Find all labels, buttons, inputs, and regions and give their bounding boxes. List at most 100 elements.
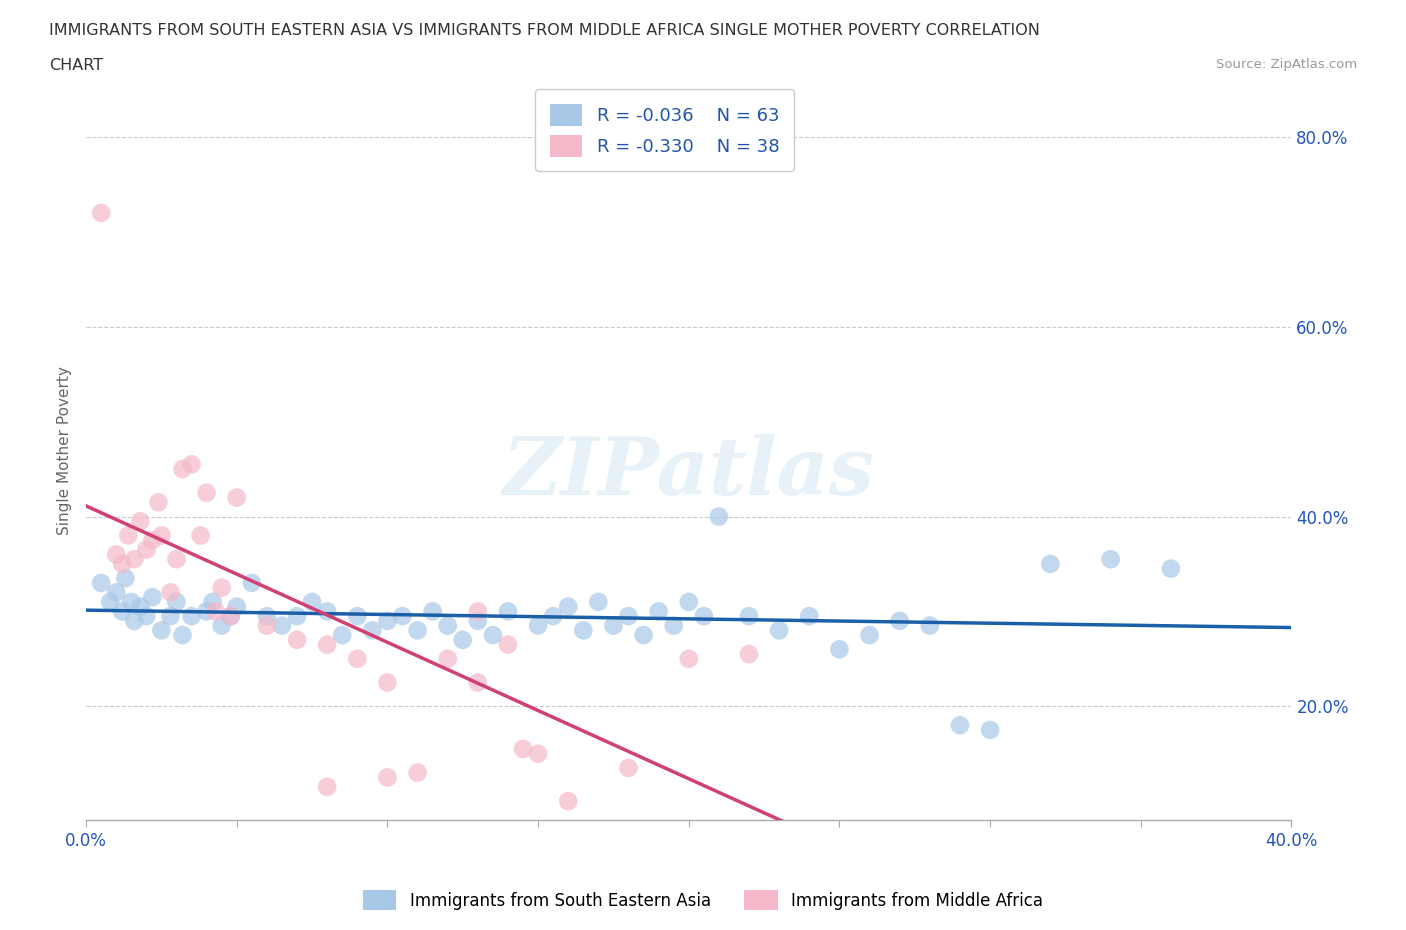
Point <box>150 528 173 543</box>
Point <box>889 614 911 629</box>
Point <box>111 556 134 571</box>
Point <box>1099 551 1122 566</box>
Point <box>124 614 146 629</box>
Point <box>201 594 224 609</box>
Point <box>1160 561 1182 576</box>
Point <box>124 551 146 566</box>
Point <box>141 533 163 548</box>
Point <box>436 651 458 666</box>
Point <box>693 608 716 623</box>
Point <box>527 618 550 633</box>
Point <box>662 618 685 633</box>
Point <box>204 604 226 618</box>
Point <box>377 675 399 690</box>
Legend: R = -0.036    N = 63, R = -0.330    N = 38: R = -0.036 N = 63, R = -0.330 N = 38 <box>536 89 794 171</box>
Point <box>346 608 368 623</box>
Point <box>949 718 972 733</box>
Point <box>120 594 142 609</box>
Point <box>557 793 579 808</box>
Point <box>572 623 595 638</box>
Point <box>330 628 353 643</box>
Point <box>105 585 128 600</box>
Point <box>422 604 444 618</box>
Point <box>172 461 194 476</box>
Point <box>451 632 474 647</box>
Point <box>166 594 188 609</box>
Point <box>180 457 202 472</box>
Point <box>141 590 163 604</box>
Point <box>256 608 278 623</box>
Point <box>285 608 308 623</box>
Point <box>159 585 181 600</box>
Point <box>588 594 610 609</box>
Point <box>541 608 564 623</box>
Point <box>256 618 278 633</box>
Point <box>1039 556 1062 571</box>
Point <box>858 628 880 643</box>
Point <box>211 618 233 633</box>
Point <box>918 618 941 633</box>
Point <box>285 632 308 647</box>
Point <box>219 608 242 623</box>
Point <box>979 723 1001 737</box>
Text: ZIPatlas: ZIPatlas <box>503 433 875 512</box>
Point <box>219 608 242 623</box>
Point <box>512 741 534 756</box>
Point <box>738 608 761 623</box>
Legend: Immigrants from South Eastern Asia, Immigrants from Middle Africa: Immigrants from South Eastern Asia, Immi… <box>357 884 1049 917</box>
Point <box>148 495 170 510</box>
Point <box>211 580 233 595</box>
Point <box>647 604 669 618</box>
Y-axis label: Single Mother Poverty: Single Mother Poverty <box>58 365 72 535</box>
Point <box>240 576 263 591</box>
Point <box>346 651 368 666</box>
Point <box>195 485 218 500</box>
Point <box>111 604 134 618</box>
Point <box>135 542 157 557</box>
Point <box>135 608 157 623</box>
Point <box>617 761 640 776</box>
Point <box>482 628 505 643</box>
Point <box>150 623 173 638</box>
Point <box>316 637 339 652</box>
Point <box>768 623 790 638</box>
Point <box>602 618 624 633</box>
Point <box>557 599 579 614</box>
Point <box>361 623 384 638</box>
Point <box>180 608 202 623</box>
Point <box>828 642 851 657</box>
Point <box>738 646 761 661</box>
Point <box>225 599 247 614</box>
Point <box>678 594 700 609</box>
Point <box>496 637 519 652</box>
Point <box>467 614 489 629</box>
Point <box>117 528 139 543</box>
Text: Source: ZipAtlas.com: Source: ZipAtlas.com <box>1216 58 1357 71</box>
Point <box>166 551 188 566</box>
Point <box>377 770 399 785</box>
Point <box>129 513 152 528</box>
Point <box>406 623 429 638</box>
Point <box>377 614 399 629</box>
Point <box>90 576 112 591</box>
Text: CHART: CHART <box>49 58 103 73</box>
Point <box>678 651 700 666</box>
Point <box>195 604 218 618</box>
Point <box>190 528 212 543</box>
Point <box>316 604 339 618</box>
Point <box>105 547 128 562</box>
Point <box>707 509 730 524</box>
Point <box>617 608 640 623</box>
Point <box>406 765 429 780</box>
Point <box>301 594 323 609</box>
Point <box>90 206 112 220</box>
Point <box>98 594 121 609</box>
Point <box>799 608 821 623</box>
Point <box>496 604 519 618</box>
Point <box>467 675 489 690</box>
Point <box>527 746 550 761</box>
Point <box>129 599 152 614</box>
Point <box>159 608 181 623</box>
Point <box>271 618 294 633</box>
Point <box>172 628 194 643</box>
